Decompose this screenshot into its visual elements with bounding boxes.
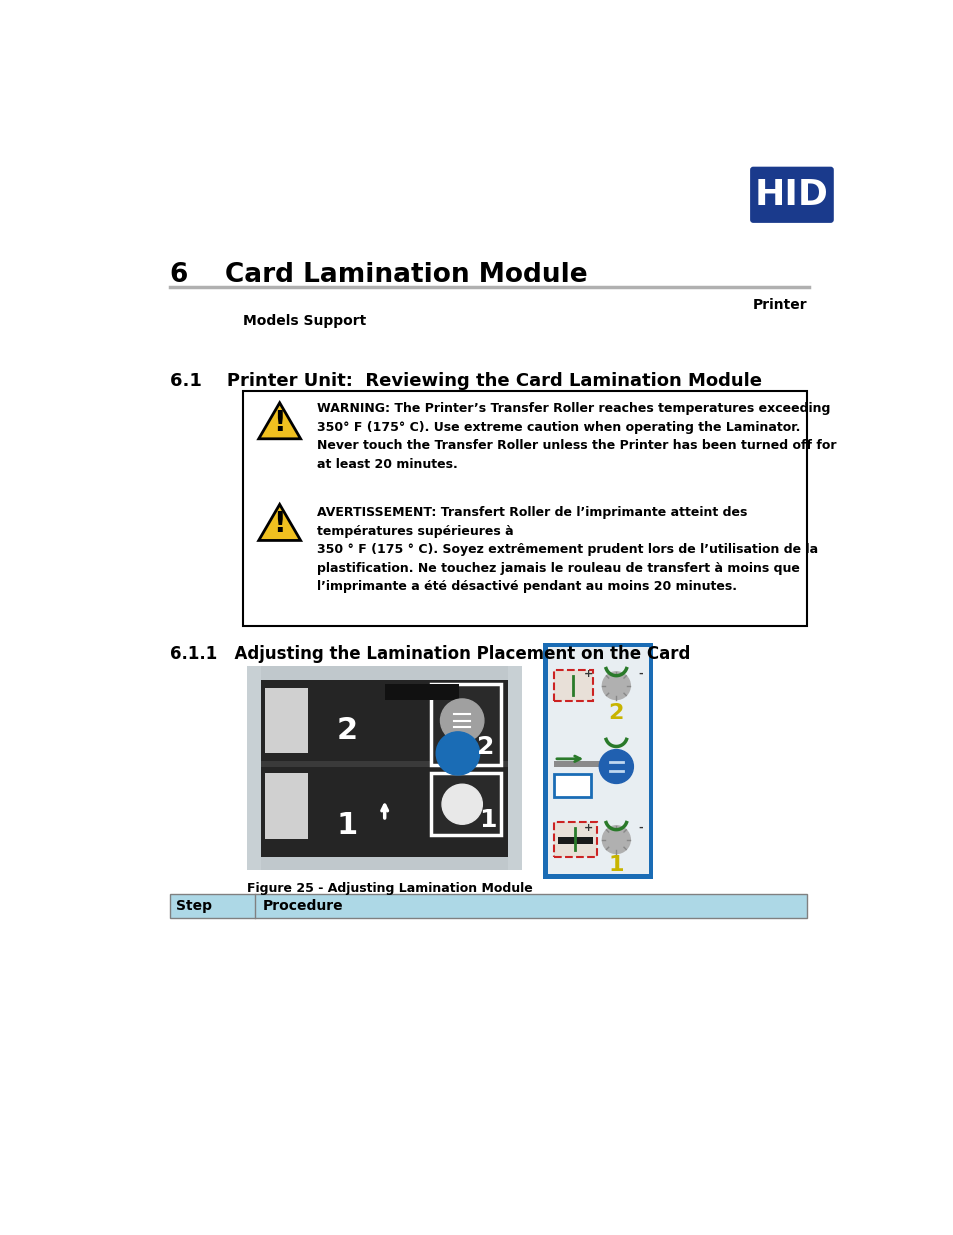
Text: -: - — [638, 669, 642, 679]
Polygon shape — [258, 403, 300, 438]
Text: WARNING: The Printer’s Transfer Roller reaches temperatures exceeding
350° F (17: WARNING: The Printer’s Transfer Roller r… — [316, 403, 836, 471]
Text: Models Support: Models Support — [243, 314, 366, 327]
Text: 2: 2 — [608, 703, 623, 722]
Polygon shape — [258, 504, 300, 541]
Circle shape — [440, 699, 483, 742]
Text: 2: 2 — [476, 735, 494, 760]
Circle shape — [441, 784, 482, 824]
Bar — [547, 647, 648, 874]
Bar — [265, 688, 307, 753]
Bar — [554, 823, 596, 857]
Bar — [170, 894, 806, 918]
Text: +: + — [583, 823, 592, 834]
Text: !: ! — [274, 409, 286, 437]
Circle shape — [601, 826, 630, 853]
Text: Step: Step — [175, 899, 212, 913]
Text: Figure 25 - Adjusting Lamination Module: Figure 25 - Adjusting Lamination Module — [247, 882, 533, 895]
Text: 6.1.1   Adjusting the Lamination Placement on the Card: 6.1.1 Adjusting the Lamination Placement… — [170, 645, 689, 663]
Circle shape — [601, 672, 630, 699]
Text: +: + — [583, 669, 592, 679]
Circle shape — [436, 732, 479, 776]
Text: 1: 1 — [478, 808, 497, 831]
Text: 2: 2 — [336, 716, 357, 745]
Bar — [247, 667, 521, 871]
Text: 1: 1 — [608, 855, 623, 876]
Text: 6.1    Printer Unit:  Reviewing the Card Lamination Module: 6.1 Printer Unit: Reviewing the Card Lam… — [170, 372, 760, 389]
Text: !: ! — [274, 510, 286, 538]
Bar — [261, 680, 508, 761]
Bar — [247, 667, 521, 680]
Text: HID: HID — [754, 178, 828, 211]
Bar — [247, 667, 261, 871]
Bar — [431, 684, 500, 764]
Bar — [384, 684, 458, 699]
Text: 6    Card Lamination Module: 6 Card Lamination Module — [170, 262, 587, 288]
Bar — [554, 774, 591, 798]
Bar — [542, 642, 653, 879]
Bar — [554, 761, 604, 767]
Bar — [261, 680, 508, 857]
Bar — [247, 857, 521, 871]
Bar — [554, 671, 592, 701]
Text: AVERTISSEMENT: Transfert Roller de l’imprimante atteint des
températures supérie: AVERTISSEMENT: Transfert Roller de l’imp… — [316, 506, 817, 593]
FancyBboxPatch shape — [749, 167, 833, 222]
Circle shape — [598, 750, 633, 783]
Bar — [261, 767, 508, 857]
Text: -: - — [638, 823, 642, 834]
Bar — [261, 761, 508, 767]
Bar — [243, 390, 806, 626]
Text: Procedure: Procedure — [262, 899, 343, 913]
Text: Printer: Printer — [752, 299, 806, 312]
Bar — [508, 667, 521, 871]
Bar — [558, 837, 592, 844]
Bar — [265, 773, 307, 839]
Text: 1: 1 — [336, 811, 358, 840]
Bar — [431, 773, 500, 835]
